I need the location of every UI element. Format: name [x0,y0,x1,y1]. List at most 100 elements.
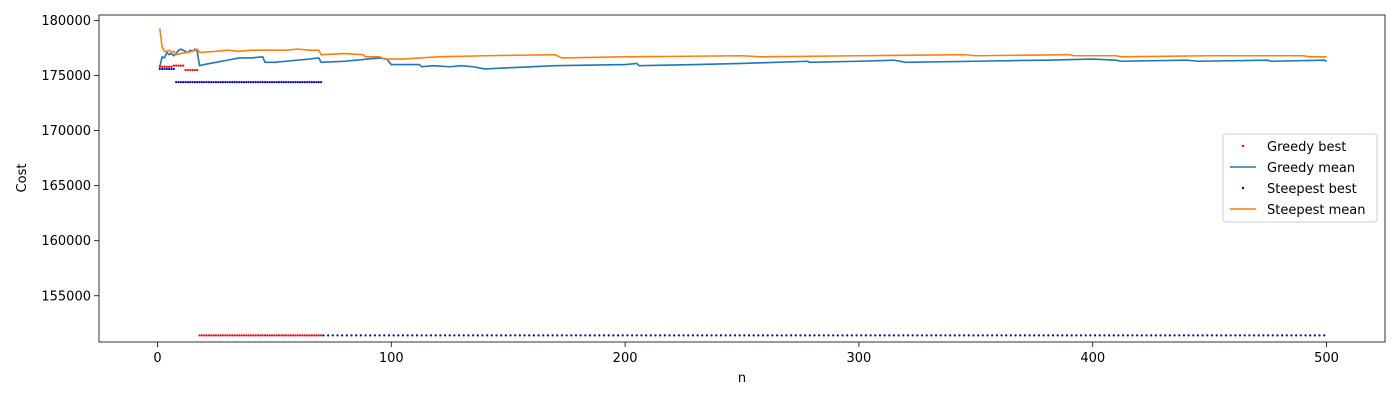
steepest-best-point [1089,334,1092,337]
steepest-best-point [448,334,451,337]
steepest-best-point [556,334,559,337]
greedy-best-point [259,334,262,337]
steepest-best-point [277,81,281,84]
steepest-best-point [832,334,835,337]
steepest-best-point [175,81,178,84]
steepest-best-point [369,334,372,337]
steepest-best-point [1009,334,1012,337]
steepest-best-point [495,334,498,337]
steepest-best-point [1150,334,1153,337]
steepest-best-point [200,81,203,84]
steepest-best-point [1065,334,1069,337]
greedy-best-point [256,334,260,337]
greedy-best-point [235,334,239,337]
steepest-best-point [719,334,723,337]
steepest-best-point [235,81,239,84]
greedy-best-point [313,334,316,337]
steepest-best-point [551,334,554,337]
steepest-best-point [481,334,484,337]
steepest-best-point [1098,334,1101,337]
steepest-best-point [668,334,671,337]
steepest-best-point [649,334,652,337]
steepest-best-point [177,81,180,84]
greedy-best-point [212,334,215,337]
greedy-best-point [210,334,213,337]
steepest-best-point [453,334,456,337]
steepest-best-point [1033,334,1036,337]
steepest-best-point [645,334,648,337]
greedy-best-point [247,334,250,337]
greedy-best-point [261,334,264,337]
steepest-best-point [219,81,222,84]
steepest-best-point [621,334,624,337]
steepest-best-point [345,334,348,337]
steepest-best-point [790,334,793,337]
steepest-best-point [1051,334,1055,337]
greedy-best-point [170,65,173,68]
greedy-best-point [221,334,225,337]
steepest-best-point [270,81,274,84]
legend-label-steepest-best: Steepest best [1267,182,1357,197]
steepest-best-point [261,81,264,84]
greedy-best-point [270,334,274,337]
steepest-best-point [761,334,765,337]
steepest-best-point [1206,334,1209,337]
y-tick-label: 165000 [41,179,91,194]
steepest-best-point [827,334,830,337]
steepest-best-point [593,334,596,337]
steepest-best-point [170,67,173,71]
steepest-best-point [799,334,802,337]
greedy-best-point [163,65,166,68]
steepest-best-point [991,334,994,337]
steepest-best-point [1178,334,1181,337]
y-tick-label: 160000 [41,234,91,249]
steepest-best-point [212,81,215,84]
steepest-best-point [210,81,213,84]
y-tick-label: 180000 [41,14,91,29]
greedy-best-points [158,64,323,337]
greedy-best-point [196,68,199,72]
steepest-best-point [785,334,788,337]
steepest-best-point [1281,334,1284,337]
steepest-best-point [1299,334,1302,337]
steepest-best-points [158,67,1326,337]
steepest-best-point [687,334,690,337]
steepest-best-point [616,334,620,337]
steepest-best-point [331,334,334,337]
steepest-best-point [1159,334,1162,337]
steepest-best-point [231,81,234,84]
greedy-best-point [217,334,220,337]
steepest-best-point [443,334,447,337]
steepest-best-point [315,81,318,84]
plot-background [99,15,1385,342]
steepest-best-point [602,334,606,337]
greedy-mean-line [159,48,1327,70]
steepest-best-point [1047,334,1050,337]
steepest-best-point [1309,334,1312,337]
steepest-best-point [401,334,405,337]
steepest-best-point [752,334,755,337]
steepest-best-point [920,334,924,337]
steepest-best-point [1252,334,1256,337]
steepest-best-point [1136,334,1139,337]
steepest-best-point [1266,334,1270,337]
steepest-best-point [705,334,709,337]
y-axis-title: Cost [15,164,30,193]
steepest-best-point [429,334,433,337]
greedy-best-point [219,334,222,337]
greedy-best-point [161,65,164,68]
steepest-best-point [747,334,751,337]
steepest-best-point [1037,334,1041,337]
steepest-best-point [163,67,166,71]
steepest-best-point [892,334,896,337]
steepest-best-point [1229,334,1232,337]
steepest-best-point [486,334,489,337]
greedy-best-point [177,64,180,67]
steepest-best-point [287,81,290,84]
steepest-best-point [383,334,386,337]
steepest-best-point [397,334,400,337]
steepest-best-point [631,334,634,337]
steepest-best-point [518,334,521,337]
greedy-best-point [191,68,194,72]
